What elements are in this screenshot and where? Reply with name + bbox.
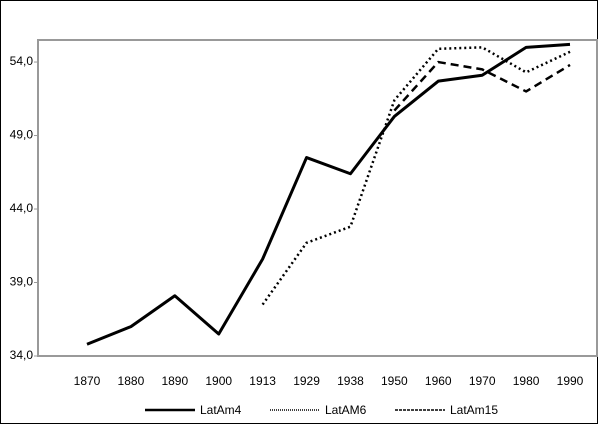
x-tick-label: 1880 [118,374,145,388]
y-tick-label: 34,0 [10,348,34,362]
legend-label: LatAm15 [450,403,498,417]
x-tick-label: 1990 [557,374,584,388]
x-tick-label: 1913 [249,374,276,388]
x-tick-label: 1900 [205,374,232,388]
x-tick-label: 1980 [513,374,540,388]
series-line [261,46,571,306]
legend-label: LatAM6 [325,403,367,417]
x-tick-label: 1970 [469,374,496,388]
x-tick-label: 1950 [381,374,408,388]
series-line [86,42,571,346]
y-tick-label: 44,0 [10,201,34,215]
plot-area [37,39,598,357]
series-line [393,60,571,112]
x-tick-label: 1960 [425,374,452,388]
x-tick-label: 1870 [74,374,101,388]
x-tick-label: 1890 [161,374,188,388]
y-tick-label: 39,0 [10,275,34,289]
legend-label: LatAm4 [200,403,242,417]
x-tick-label: 1929 [293,374,320,388]
x-tick-label: 1938 [337,374,364,388]
y-tick-label: 54,0 [10,54,34,68]
y-tick-label: 49,0 [10,128,34,142]
